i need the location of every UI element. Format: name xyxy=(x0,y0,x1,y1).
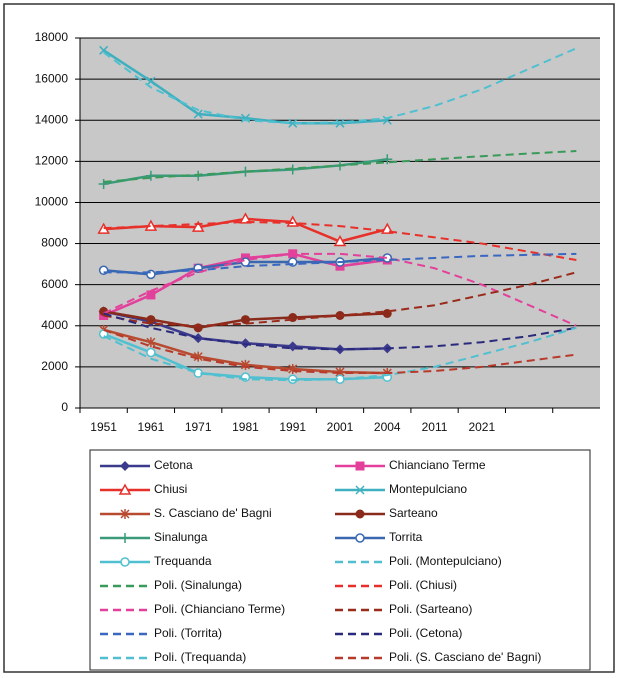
x-tick-label: 1991 xyxy=(279,420,306,434)
trend-line xyxy=(103,47,577,125)
marker xyxy=(355,461,365,471)
marker xyxy=(240,315,250,325)
x-tick-label: 1961 xyxy=(138,420,165,434)
legend-label: Chianciano Terme xyxy=(389,458,486,472)
legend-label: Poli. (Sarteano) xyxy=(389,602,472,616)
x-tick-label: 1981 xyxy=(232,420,259,434)
y-tick-label: 18000 xyxy=(35,30,69,44)
marker xyxy=(240,257,251,267)
legend-label: Poli. (Cetona) xyxy=(389,626,462,640)
legend-label: Montepulciano xyxy=(389,482,467,496)
marker xyxy=(288,118,298,128)
trend-line xyxy=(103,312,577,351)
legend-label: Poli. (Sinalunga) xyxy=(154,578,242,592)
marker xyxy=(145,170,156,181)
y-tick-label: 8000 xyxy=(41,236,68,250)
legend-label: Trequanda xyxy=(154,554,212,568)
marker xyxy=(146,290,156,300)
marker xyxy=(382,154,393,165)
marker xyxy=(239,212,252,224)
x-tick-label: 2001 xyxy=(327,420,354,434)
legend-label: Poli. (S. Casciano de' Bagni) xyxy=(389,650,541,664)
y-tick-label: 6000 xyxy=(41,277,68,291)
legend-label: Poli. (Torrita) xyxy=(154,626,222,640)
marker xyxy=(355,533,365,543)
legend-label: Cetona xyxy=(154,458,193,472)
marker xyxy=(146,76,156,86)
marker xyxy=(146,315,156,325)
trend-line xyxy=(103,328,577,375)
trend-line xyxy=(103,271,577,327)
legend-label: Poli. (Trequanda) xyxy=(154,650,246,664)
marker xyxy=(355,485,365,495)
x-tick-label: 2021 xyxy=(468,420,495,434)
marker xyxy=(98,178,109,189)
marker xyxy=(118,483,132,495)
trend-line xyxy=(103,150,577,183)
y-tick-label: 0 xyxy=(61,400,68,414)
marker xyxy=(240,338,251,349)
x-tick-label: 1971 xyxy=(185,420,212,434)
marker xyxy=(355,509,365,519)
legend-label: S. Casciano de' Bagni xyxy=(154,506,272,520)
marker xyxy=(120,461,130,471)
y-tick-label: 10000 xyxy=(35,195,69,209)
x-tick-label: 2004 xyxy=(374,420,401,434)
x-tick-label: 1951 xyxy=(90,420,117,434)
marker xyxy=(191,220,205,232)
marker xyxy=(120,533,130,543)
marker xyxy=(333,234,347,247)
legend-label: Poli. (Chiusi) xyxy=(389,578,457,592)
y-tick-label: 4000 xyxy=(41,318,68,332)
legend-label: Chiusi xyxy=(154,482,187,496)
marker xyxy=(99,45,109,55)
y-tick-label: 14000 xyxy=(35,112,69,126)
trend-line xyxy=(103,326,577,382)
legend-label: Poli. (Montepulciano) xyxy=(389,554,502,568)
trend-line xyxy=(103,252,577,274)
marker xyxy=(335,118,345,128)
legend-label: Poli. (Chianciano Terme) xyxy=(154,602,285,616)
marker xyxy=(120,509,130,519)
trend-line xyxy=(103,220,577,261)
marker xyxy=(193,109,203,119)
marker xyxy=(120,557,130,567)
y-tick-label: 16000 xyxy=(35,71,69,85)
marker xyxy=(146,347,156,358)
x-tick-label: 2011 xyxy=(422,420,448,434)
marker xyxy=(146,337,156,348)
legend-label: Sinalunga xyxy=(154,530,208,544)
legend-label: Sarteano xyxy=(389,506,438,520)
y-tick-label: 12000 xyxy=(35,154,69,168)
marker xyxy=(193,351,203,362)
y-tick-label: 2000 xyxy=(41,359,68,373)
legend-label: Torrita xyxy=(389,530,423,544)
